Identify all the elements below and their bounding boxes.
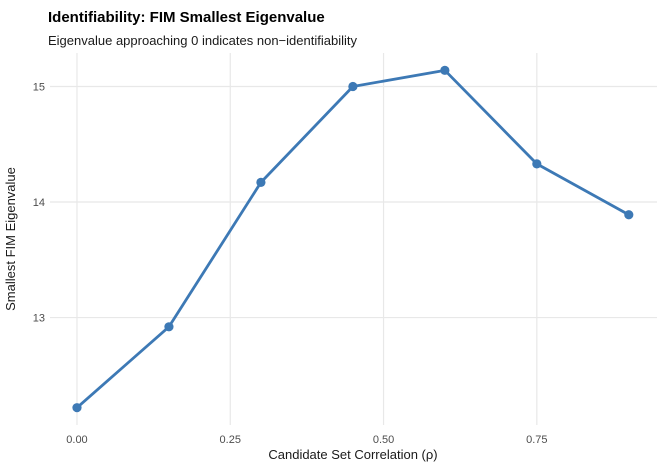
y-tick-label: 15 [33, 82, 45, 94]
plot-title: Identifiability: FIM Smallest Eigenvalue [48, 9, 325, 26]
x-tick-label: 0.50 [373, 434, 394, 446]
data-point [256, 177, 266, 187]
x-tick-label: 0.75 [526, 434, 547, 446]
y-tick-label: 14 [33, 197, 45, 209]
data-point [348, 81, 358, 92]
x-axis-title: Candidate Set Correlation (ρ) [268, 447, 437, 462]
data-point [532, 159, 542, 169]
data-point [624, 210, 634, 220]
x-tick-label: 0.00 [66, 434, 87, 446]
line-series [72, 65, 634, 413]
data-point [440, 65, 450, 75]
plot-subtitle: Eigenvalue approaching 0 indicates non−i… [48, 33, 357, 48]
y-tick-label: 13 [33, 313, 45, 325]
y-axis-title: Smallest FIM Eigenvalue [3, 167, 18, 311]
data-point [164, 322, 174, 332]
x-tick-label: 0.25 [220, 434, 241, 446]
axis-tick-labels: 0.00 0.25 0.50 0.75 13 14 15 [33, 82, 548, 446]
series-line [75, 68, 631, 410]
data-point [72, 403, 82, 413]
gridlines [50, 53, 657, 425]
